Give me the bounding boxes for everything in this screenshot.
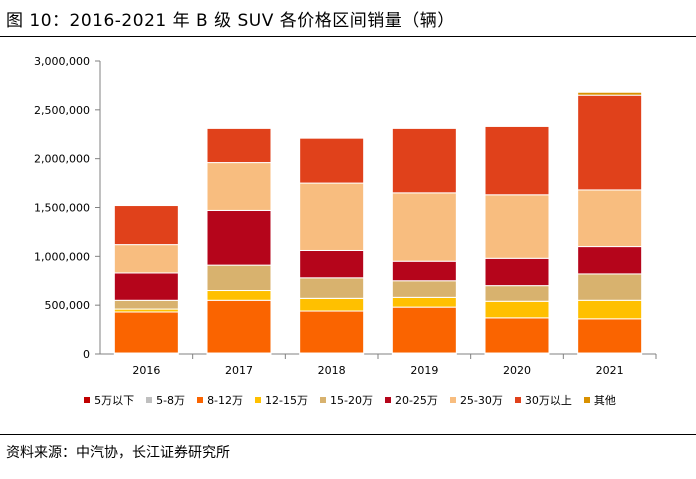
x-tick-label: 2021	[596, 364, 624, 377]
bar-segment-2017	[206, 299, 272, 354]
bar-segment-2018	[299, 137, 365, 184]
legend-label: 8-12万	[207, 394, 244, 407]
legend-label: 12-15万	[265, 394, 308, 407]
legend-swatch	[146, 397, 153, 403]
bar-segment-2016	[113, 311, 179, 354]
legend-item: 5-8万	[146, 392, 185, 408]
source-rule	[0, 434, 696, 435]
y-tick-label: 2,500,000	[34, 104, 90, 117]
bar-segment-2021	[577, 299, 643, 320]
legend-label: 25-30万	[459, 394, 503, 407]
y-tick-label: 0	[83, 348, 90, 361]
legend-swatch	[449, 397, 456, 403]
source-note: 资料来源：中汽协，长江证券研究所	[6, 445, 230, 461]
legend-swatch	[197, 397, 204, 403]
x-tick-label: 2019	[410, 364, 438, 377]
y-tick-label: 1,000,000	[34, 250, 90, 263]
x-tick-label: 2017	[225, 364, 253, 377]
bar-segment-2021	[577, 189, 643, 248]
bar-segment-2020	[484, 300, 550, 319]
legend-label: 5-8万	[156, 394, 186, 407]
legend-item: 25-30万	[449, 392, 503, 408]
y-tick-label: 3,000,000	[34, 55, 90, 68]
bar-segment-2020	[484, 317, 550, 354]
title-rule	[0, 36, 696, 37]
bar-segment-2016	[113, 205, 179, 246]
legend-label: 5万以下	[94, 394, 135, 407]
bar-segment-2018	[299, 297, 365, 312]
bar-segment-2019	[391, 296, 457, 308]
bar-segment-2017	[206, 209, 272, 266]
stacked-bar-chart: 0 500,000 1,000,000 1,500,000 2,000,000 2,500…	[34, 55, 657, 377]
bar-segment-2018	[299, 249, 365, 279]
bar-segment-2021	[577, 318, 643, 354]
bar-segment-2017	[206, 264, 272, 292]
legend-item: 30万以上	[514, 392, 572, 408]
y-tick-label: 1,500,000	[34, 202, 90, 215]
bar-segment-2020	[484, 125, 550, 196]
bar-segment-2016	[113, 272, 179, 301]
bar-segment-2018	[299, 277, 365, 299]
legend-label: 20-25万	[394, 394, 438, 407]
x-tick-label: 2018	[318, 364, 346, 377]
legend-item: 5万以下	[84, 392, 134, 408]
bar-segment-2019	[391, 260, 457, 282]
bar-segment-2019	[391, 306, 457, 354]
chart-title: 图 10：2016-2021 年 B 级 SUV 各价格区间销量（辆）	[6, 11, 455, 31]
legend-swatch	[255, 397, 262, 403]
bar-segment-2016	[113, 299, 179, 310]
legend-swatch	[84, 397, 91, 403]
legend-swatch	[514, 397, 521, 403]
bar-segment-2016	[113, 244, 179, 274]
legend-label: 其他	[593, 394, 616, 407]
legend-item: 15-20万	[320, 392, 373, 408]
bar-segment-2020	[484, 194, 550, 259]
legend-item: 8-12万	[197, 392, 243, 408]
bar-segment-2021	[577, 273, 643, 301]
legend-item: 其他	[583, 392, 616, 408]
x-tick-label: 2016	[132, 364, 160, 377]
bar-segment-2019	[391, 127, 457, 194]
bar-segment-2019	[391, 280, 457, 298]
chart-legend: 5万以下 5-8万 8-12万 12-15万 15-20万 20-25万 25-30万 30万…	[40, 392, 660, 408]
legend-label: 30万以上	[524, 394, 572, 407]
y-tick-label: 2,000,000	[34, 153, 90, 166]
x-tick-label: 2020	[503, 364, 531, 377]
legend-swatch	[320, 397, 326, 403]
bar-segment-2020	[484, 257, 550, 287]
bar-segment-2021	[577, 246, 643, 275]
bar-segment-2017	[206, 290, 272, 301]
bar-segment-2019	[391, 192, 457, 262]
legend-swatch	[384, 397, 391, 403]
bar-segment-2021	[577, 94, 643, 191]
legend-label: 15-20万	[330, 394, 373, 407]
bar-segment-2020	[484, 285, 550, 302]
bar-segment-2017	[206, 127, 272, 164]
legend-item: 20-25万	[384, 392, 438, 408]
bar-segment-2018	[299, 310, 365, 354]
bar-segment-2017	[206, 162, 272, 211]
legend-item: 12-15万	[255, 392, 308, 408]
legend-swatch	[583, 397, 590, 403]
y-tick-label: 500,000	[45, 299, 91, 312]
bar-segment-2021	[577, 91, 643, 96]
bar-segment-2018	[299, 182, 365, 251]
